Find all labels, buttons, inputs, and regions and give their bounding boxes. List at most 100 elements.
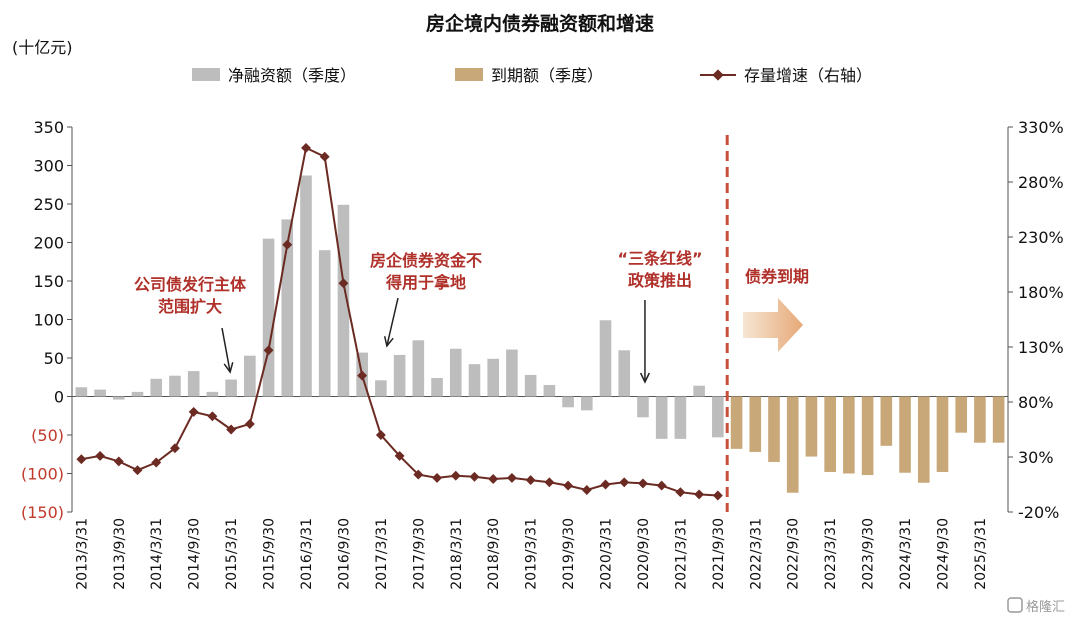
growth-marker xyxy=(95,450,106,461)
x-tick-label: 2015/3/31 xyxy=(224,518,240,590)
growth-marker xyxy=(151,457,162,468)
chart-title: 房企境内债券融资额和增速 xyxy=(426,12,654,35)
x-tick-label: 2022/3/31 xyxy=(748,518,764,590)
growth-marker xyxy=(450,470,461,481)
growth-marker xyxy=(619,477,630,488)
net-financing-bar xyxy=(412,340,425,397)
right-tick-label: 180% xyxy=(1018,283,1064,302)
maturity-bar xyxy=(880,396,893,446)
left-tick-label: 0 xyxy=(54,388,64,407)
maturity-bar xyxy=(805,396,818,457)
right-tick-label: 30% xyxy=(1018,448,1054,467)
watermark: 格隆汇 xyxy=(1007,597,1065,615)
annotation-arrow-land-ban-head xyxy=(383,336,394,348)
maturity-bar xyxy=(917,396,930,483)
growth-marker xyxy=(357,370,368,381)
net-financing-bar xyxy=(75,387,88,397)
net-financing-bar xyxy=(468,364,481,397)
growth-marker xyxy=(319,151,330,162)
net-financing-bar xyxy=(487,358,500,397)
maturity-arrow-icon xyxy=(743,298,803,352)
net-financing-bar xyxy=(318,250,331,397)
growth-marker xyxy=(226,424,237,435)
x-tick-label: 2023/9/30 xyxy=(861,518,877,590)
growth-marker xyxy=(394,450,405,461)
annotation-text-issuer-scope: 公司债发行主体 xyxy=(134,275,247,294)
net-financing-bar xyxy=(712,396,724,438)
x-tick-label: 2017/9/30 xyxy=(411,518,427,590)
x-tick-label: 2019/3/31 xyxy=(524,518,540,590)
annotation-arrow-issuer-scope xyxy=(221,327,231,373)
net-financing-bar xyxy=(431,378,443,397)
maturity-bar xyxy=(955,396,968,433)
legend-swatch-net xyxy=(192,68,220,81)
left-tick-label: 100 xyxy=(33,311,64,330)
growth-marker xyxy=(413,469,424,480)
net-financing-bar xyxy=(244,355,256,397)
growth-marker xyxy=(544,477,555,488)
x-tick-label: 2018/9/30 xyxy=(486,518,502,590)
net-financing-bar xyxy=(206,391,219,397)
unit-label: (十亿元) xyxy=(12,38,73,57)
right-tick-label: 230% xyxy=(1018,228,1064,247)
x-tick-labels: 2013/3/31 2013/9/30 2014/3/31 2014/9/30 2015… xyxy=(74,518,989,590)
growth-marker xyxy=(338,278,349,289)
net-financing-bar xyxy=(674,396,687,439)
bars xyxy=(75,175,1005,493)
growth-marker xyxy=(263,345,274,356)
x-tick-label: 2020/9/30 xyxy=(636,518,652,590)
net-financing-bar xyxy=(655,396,668,439)
net-financing-bar xyxy=(506,349,518,397)
net-financing-bar xyxy=(337,204,350,397)
growth-marker xyxy=(694,489,705,500)
annotation-arrow-land-ban xyxy=(386,297,399,347)
right-tick-label: 80% xyxy=(1018,393,1054,412)
x-tick-label: 2021/9/30 xyxy=(711,518,727,590)
annotation-text-land-ban: 房企债券资金不 xyxy=(370,251,482,270)
net-financing-bar xyxy=(94,389,106,397)
net-financing-bar xyxy=(693,385,705,397)
growth-marker xyxy=(638,478,648,489)
x-tick-label: 2014/3/31 xyxy=(149,518,165,590)
annotation-text-three-red-lines: 政策推出 xyxy=(628,271,692,290)
x-tick-label: 2017/3/31 xyxy=(374,518,390,590)
left-tick-label: 200 xyxy=(33,234,64,253)
growth-marker xyxy=(432,472,442,483)
legend-label-line: 存量增速（右轴） xyxy=(744,66,872,85)
maturity-bar xyxy=(974,396,986,443)
left-tick-label: (50) xyxy=(31,426,64,445)
growth-marker xyxy=(132,465,143,476)
left-tick-label: (150) xyxy=(21,503,64,522)
right-tick-label: 280% xyxy=(1018,173,1064,192)
x-tick-label: 2025/3/31 xyxy=(973,518,989,590)
growth-line xyxy=(76,142,723,501)
annotation-text-issuer-scope: 范围扩大 xyxy=(158,297,222,316)
growth-marker xyxy=(506,472,517,483)
annotation-arrow-three-red-lines-head xyxy=(639,372,650,384)
net-financing-bar xyxy=(599,320,612,397)
net-financing-bar xyxy=(543,384,556,397)
annotation-text-maturity: 债券到期 xyxy=(745,267,809,286)
watermark-text: 格隆汇 xyxy=(1026,599,1065,615)
legend: 净融资额（季度） 到期额（季度） 存量增速（右轴） xyxy=(192,66,872,85)
x-tick-label: 2014/9/30 xyxy=(187,518,203,590)
legend-label-net: 净融资额（季度） xyxy=(228,66,356,85)
growth-marker xyxy=(675,487,686,498)
net-financing-bar xyxy=(112,396,125,400)
annotation-text-three-red-lines: “三条红线” xyxy=(617,249,702,268)
maturity-bar xyxy=(899,396,911,473)
growth-polyline xyxy=(81,146,718,497)
annotation-text-land-ban: 得用于拿地 xyxy=(385,273,466,292)
maturity-bar xyxy=(936,396,949,472)
growth-marker xyxy=(375,430,386,440)
x-tick-label: 2018/3/31 xyxy=(449,518,465,590)
x-tick-label: 2015/9/30 xyxy=(262,518,278,590)
growth-marker xyxy=(188,406,199,417)
legend-label-maturity: 到期额（季度） xyxy=(491,66,603,85)
maturity-bar xyxy=(749,396,762,452)
left-tick-label: 350 xyxy=(33,118,64,137)
legend-swatch-maturity xyxy=(455,68,483,81)
growth-marker xyxy=(656,480,667,491)
growth-marker xyxy=(301,142,311,153)
net-financing-bar xyxy=(562,396,574,408)
